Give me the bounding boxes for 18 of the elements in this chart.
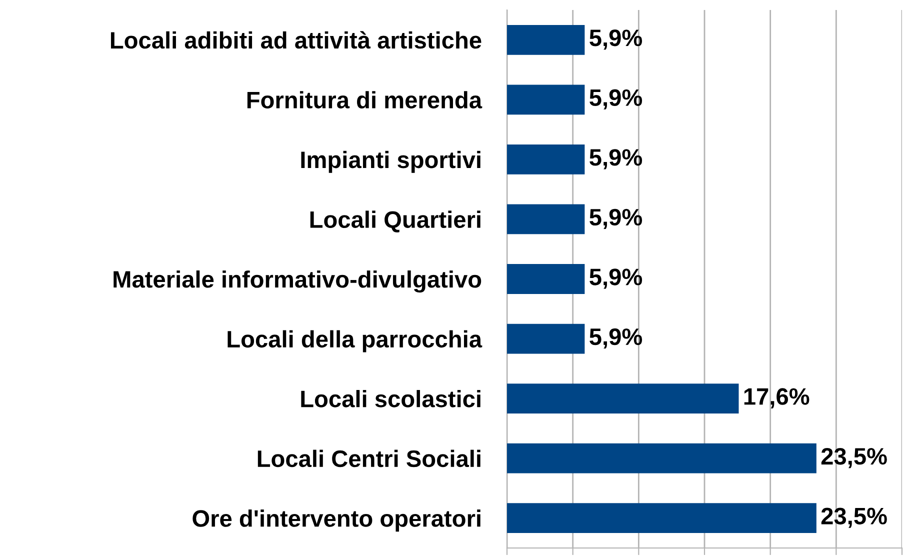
y-tick-label: Locali Centri Sociali — [258, 450, 480, 468]
y-tick-label: Ore d'intervento operatori — [192, 510, 480, 532]
y-tick-label: Locali scolastici — [301, 390, 480, 408]
y-tick-label: Materiale informativo-divulgativo — [114, 270, 482, 293]
data-label: 5,9% — [590, 328, 642, 349]
data-label: 5,9% — [590, 89, 642, 110]
data-label: 5,9% — [590, 208, 642, 229]
y-tick-label: Impianti sportivi — [301, 150, 480, 173]
data-label: 17,6% — [744, 388, 810, 408]
y-tick-label: Locali Quartieri — [310, 210, 480, 232]
y-tick-label: Locali della parrocchia — [228, 330, 482, 352]
data-label: 5,9% — [590, 149, 642, 170]
data-label: 5,9% — [590, 268, 642, 289]
data-label: 23,5% — [821, 448, 887, 468]
data-label: 5,9% — [590, 30, 642, 50]
y-tick-label: Fornitura di merenda — [247, 91, 482, 108]
data-label: 23,5% — [821, 508, 887, 528]
y-tick-label: Locali adibiti ad attività artistiche — [110, 31, 482, 49]
